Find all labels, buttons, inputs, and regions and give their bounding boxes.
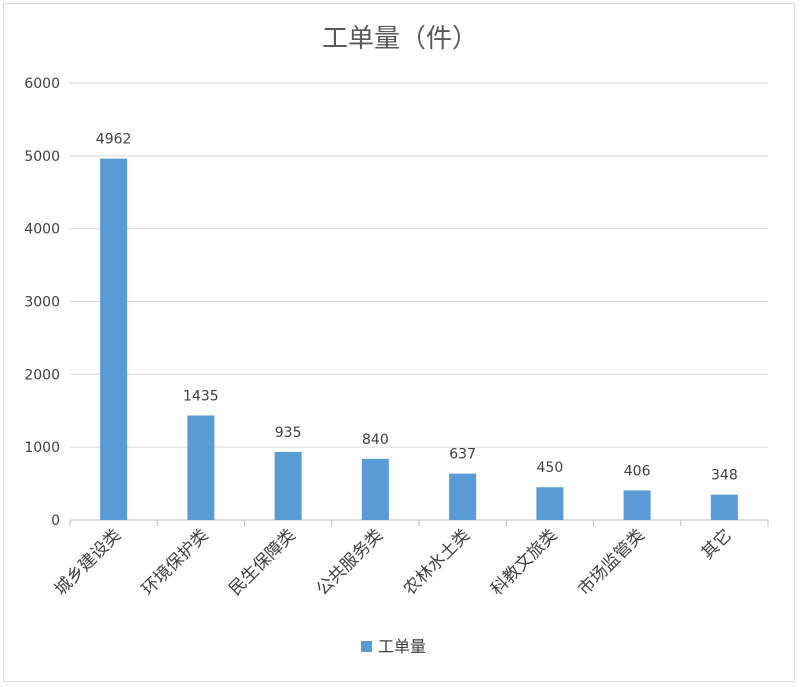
bar [274,451,302,520]
category-labels: 城乡建设类 环境保护类 民生保障类 公共服务类 农林水土类 科教文旅类 市场监管类 其它 [51,525,736,599]
chart-frame [3,3,795,682]
category-label: 科教文旅类 [487,525,561,599]
y-tick-label: 2000 [24,367,60,383]
category-label: 其它 [698,525,736,563]
bar [100,158,128,520]
gridlines [69,82,769,526]
y-tick-label: 5000 [24,149,60,165]
chart-title: 工单量（件） [322,24,478,54]
bars [100,158,738,520]
y-tick-label: 0 [51,513,60,529]
y-tick-label: 1000 [24,440,60,456]
data-label: 637 [449,447,476,463]
legend-label: 工单量 [378,637,426,656]
y-tick-label: 6000 [24,76,60,92]
data-labels: 4962 1435 935 840 637 450 406 348 [96,132,738,484]
data-label: 935 [275,425,302,441]
category-label: 民生保障类 [225,525,299,599]
category-label: 市场监管类 [574,525,648,599]
category-label: 环境保护类 [138,525,212,599]
data-label: 406 [624,463,651,479]
data-label: 348 [711,468,738,484]
category-label: 农林水土类 [400,525,474,599]
data-label: 450 [537,460,564,476]
bar [536,487,564,520]
category-label: 城乡建设类 [51,525,125,599]
y-axis-ticks: 0 1000 2000 3000 4000 5000 6000 [24,76,60,529]
data-label: 4962 [96,132,132,148]
y-tick-label: 3000 [24,295,60,311]
bar [710,494,738,520]
category-label: 公共服务类 [313,525,387,599]
data-label: 840 [362,432,389,448]
bar [623,490,651,520]
legend-swatch [361,641,372,652]
bar [361,458,389,520]
bar [449,473,477,520]
data-label: 1435 [183,388,219,404]
y-tick-label: 4000 [24,222,60,238]
bar [187,415,215,520]
legend: 工单量 [361,637,426,656]
